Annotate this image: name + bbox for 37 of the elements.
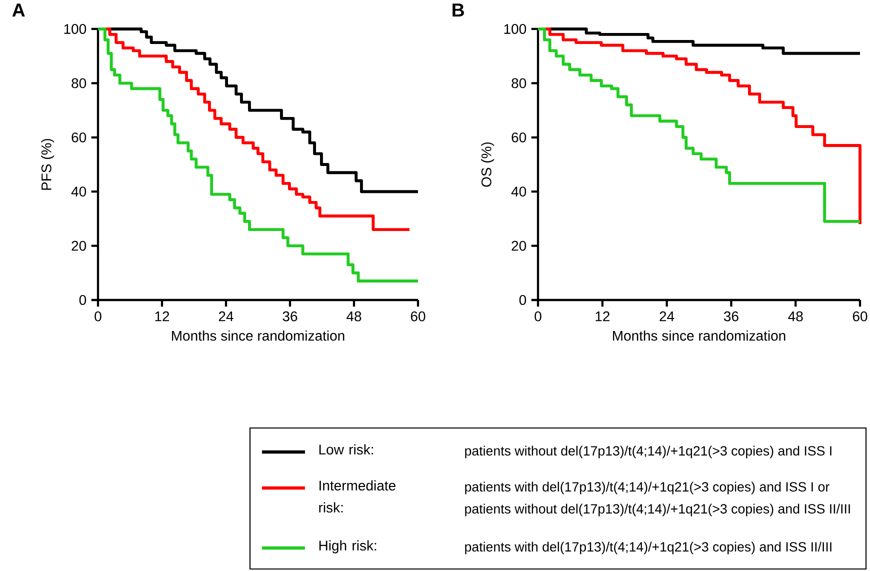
legend-label: Intermediate risk: xyxy=(319,480,396,513)
y-tick-label: 80 xyxy=(512,78,526,88)
x-axis-title: Months since randomization xyxy=(613,330,786,341)
y-tick-label: 100 xyxy=(64,24,86,34)
x-tick-label: 48 xyxy=(346,311,362,322)
y-axis-title: PFS (%) xyxy=(41,138,54,190)
text: patients without del(17p13)/t(4;14)/+1q21(>3 copies) and ISS I xyxy=(465,446,832,458)
x-tick-label: 48 xyxy=(788,311,803,322)
y-tick-label: 80 xyxy=(72,78,86,88)
x-tick-label: 0 xyxy=(534,311,542,322)
y-tick-label: 20 xyxy=(512,240,526,251)
x-tick-label: 36 xyxy=(724,311,738,322)
x-tick-label: 60 xyxy=(852,311,868,322)
y-tick-label: 0 xyxy=(79,295,86,305)
x-tick-label: 12 xyxy=(596,311,610,322)
y-axis-title: OS (%) xyxy=(481,142,494,187)
x-tick-label: 0 xyxy=(94,311,102,322)
x-tick-label: 60 xyxy=(410,311,426,322)
text: patients without del(17p13)/t(4;14)/+1q21(>3 copies) and ISS II/III xyxy=(465,504,850,516)
x-tick-label: 24 xyxy=(660,311,674,322)
y-tick-label: 40 xyxy=(71,186,86,197)
text: patients with del(17p13)/t(4;14)/+1q21(>3 copies) and ISS II/III xyxy=(465,542,832,554)
legend-label: High risk: xyxy=(319,540,376,554)
y-tick-label: 40 xyxy=(511,186,526,197)
legend-label: Low risk: xyxy=(319,444,373,455)
x-tick-label: 24 xyxy=(218,311,234,322)
chart-title: A xyxy=(12,4,25,16)
x-axis-title: Months since randomization xyxy=(172,330,344,341)
x-tick-label: 12 xyxy=(155,311,170,322)
y-tick-label: 60 xyxy=(512,132,526,142)
chart-title: B xyxy=(452,4,464,16)
text: patients with del(17p13)/t(4;14)/+1q21(>3 copies) and ISS I or xyxy=(465,482,830,494)
y-tick-label: 0 xyxy=(519,295,526,305)
x-tick-label: 36 xyxy=(282,311,298,322)
y-tick-label: 60 xyxy=(72,132,86,142)
y-tick-label: 100 xyxy=(504,24,526,34)
y-tick-label: 20 xyxy=(72,240,86,251)
